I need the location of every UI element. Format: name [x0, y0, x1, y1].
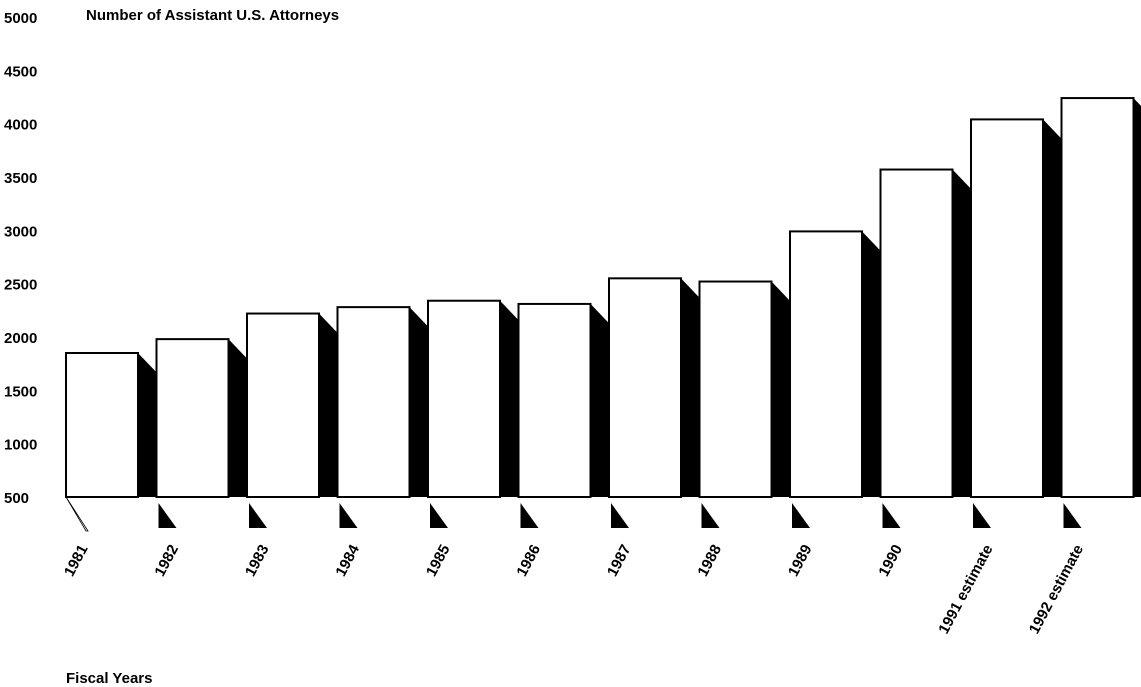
bar-shadow — [1133, 98, 1141, 497]
x-tick-label: 1989 — [785, 542, 816, 579]
y-tick-label: 4000 — [4, 117, 37, 134]
bar-shadow — [409, 307, 431, 497]
bar-shadow — [590, 303, 612, 497]
bar — [427, 299, 501, 498]
bar — [155, 338, 230, 498]
y-tick-label: 1000 — [4, 437, 37, 454]
bar — [517, 302, 592, 498]
bar-floor-triangle — [249, 503, 267, 528]
x-tick-label: 1985 — [423, 542, 454, 579]
x-tick-label: 1981 — [61, 542, 92, 579]
bar-floor-triangle — [520, 503, 539, 528]
bar — [879, 168, 954, 499]
bar-floor-triangle — [430, 503, 448, 528]
bar-shadow — [952, 169, 974, 498]
bar-floor-triangle — [882, 503, 901, 528]
x-axis-ticks: 1981 1982 1983 1984 1985 1986 1987 1988 1989 1990… — [61, 541, 1087, 636]
y-tick-label: 500 — [4, 490, 29, 507]
bar-shadow — [681, 278, 702, 497]
y-tick-label: 3000 — [4, 223, 37, 240]
y-tick-label: 1500 — [4, 383, 37, 400]
bar — [970, 118, 1044, 499]
bar-shadow — [771, 281, 793, 497]
x-tick-label: 1991 estimate — [935, 542, 996, 637]
bar-floor-triangle — [792, 503, 810, 528]
bar-shadow — [1043, 119, 1064, 498]
x-tick-label: 1992 estimate — [1026, 542, 1087, 637]
bar — [246, 312, 320, 498]
bar-floor-triangle — [339, 503, 358, 528]
bar-floor-triangle — [1063, 503, 1082, 528]
x-axis-title: Fiscal Years — [66, 670, 153, 687]
y-axis-ticks: 500 1000 1500 2000 2500 3000 3500 4000 4500 5000 — [4, 10, 37, 507]
bar-shadow — [500, 300, 521, 497]
y-axis-title: Number of Assistant U.S. Attorneys — [86, 7, 340, 24]
bar-shadow — [228, 339, 250, 497]
y-tick-label: 2000 — [4, 330, 37, 347]
bar — [698, 280, 773, 498]
y-tick-label: 2500 — [4, 277, 37, 294]
x-tick-label: 1988 — [694, 542, 725, 579]
x-tick-label: 1987 — [604, 542, 635, 579]
x-tick-label: 1984 — [332, 541, 363, 579]
bar-shadow — [319, 313, 340, 497]
bar-floor-triangle — [701, 503, 720, 528]
x-tick-label: 1986 — [513, 542, 544, 579]
bar-floor-triangle — [611, 503, 629, 528]
bar — [336, 306, 411, 498]
bar — [608, 277, 682, 499]
x-tick-label: 1983 — [242, 542, 273, 579]
bar-floor-triangle — [973, 503, 991, 528]
bar — [65, 352, 139, 498]
x-tick-label: 1990 — [875, 542, 906, 579]
bars-group — [65, 97, 1141, 532]
x-tick-label: 1982 — [151, 542, 182, 579]
y-tick-label: 4500 — [4, 63, 37, 80]
bar-floor-triangle — [158, 503, 177, 528]
bar-shadow — [862, 231, 883, 497]
bar — [789, 230, 863, 498]
y-tick-label: 3500 — [4, 170, 37, 187]
bar-floor-triangle — [65, 496, 89, 532]
bar — [1060, 97, 1135, 498]
y-tick-label: 5000 — [4, 10, 37, 27]
bar-shadow — [138, 353, 159, 497]
